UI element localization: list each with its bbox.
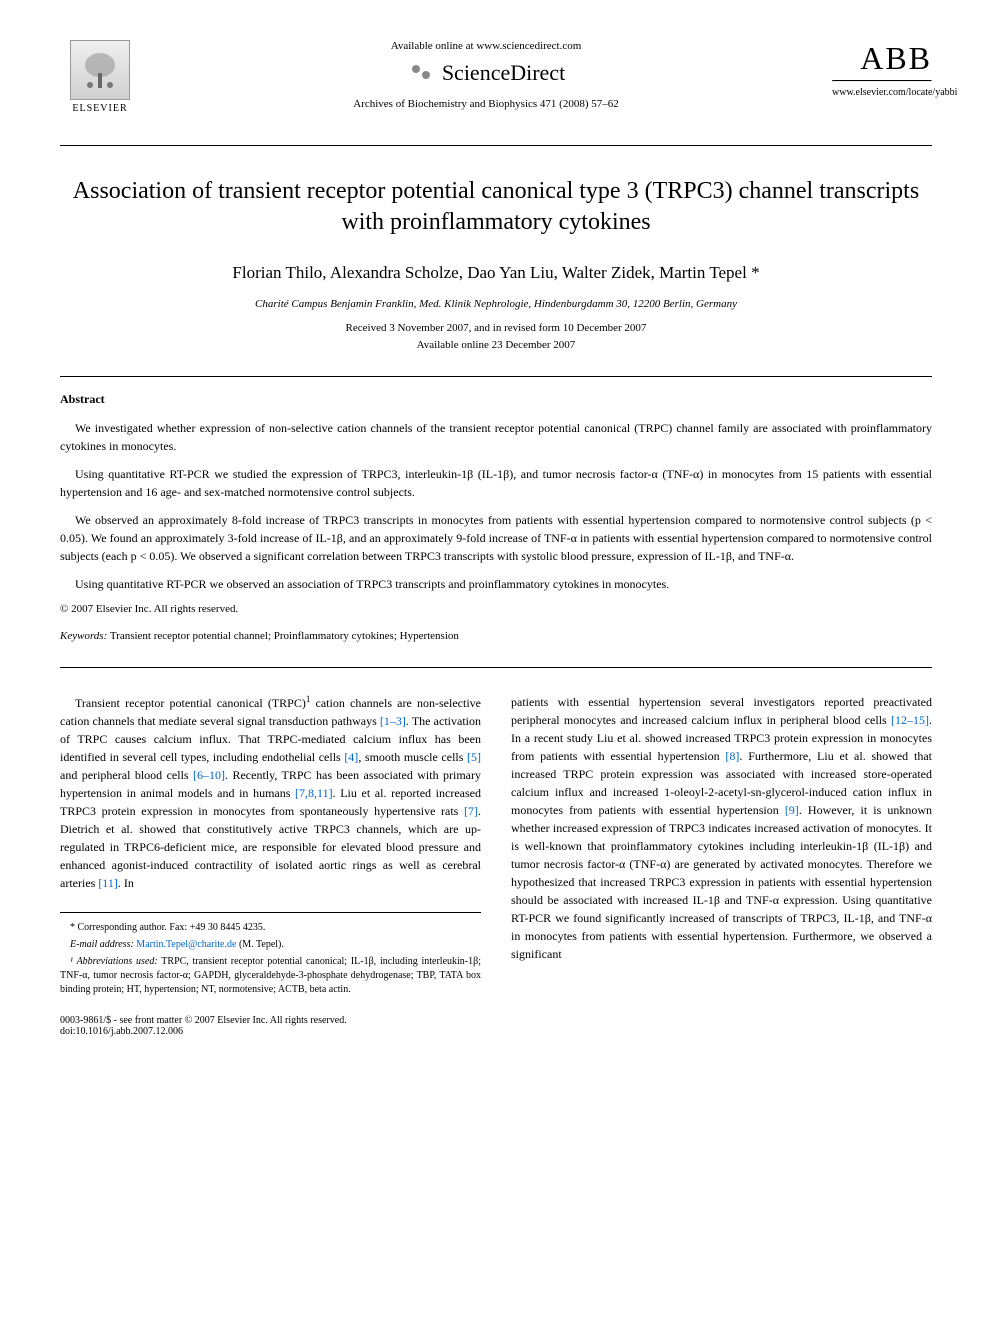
affiliation: Charité Campus Benjamin Franklin, Med. K… — [60, 298, 932, 310]
ref-link[interactable]: [4] — [344, 750, 358, 764]
footer-left: 0003-9861/$ - see front matter © 2007 El… — [60, 1015, 347, 1037]
footnote-email: E-mail address: Martin.Tepel@charite.de … — [60, 938, 481, 952]
sciencedirect-logo: ScienceDirect — [160, 60, 812, 86]
available-online-text: Available online at www.sciencedirect.co… — [160, 40, 812, 52]
ref-link[interactable]: [5] — [467, 750, 481, 764]
email-address[interactable]: Martin.Tepel@charite.de — [136, 939, 236, 950]
received-date: Received 3 November 2007, and in revised… — [60, 322, 932, 334]
footnote-abbreviations: ¹ Abbreviations used: TRPC, transient re… — [60, 955, 481, 997]
ref-link[interactable]: [12–15] — [891, 713, 929, 727]
abstract-divider-top — [60, 376, 932, 377]
column-left: Transient receptor potential canonical (… — [60, 693, 481, 1000]
article-title: Association of transient receptor potent… — [60, 176, 932, 238]
abstract-copyright: © 2007 Elsevier Inc. All rights reserved… — [60, 603, 932, 615]
abbrev-label: ¹ Abbreviations used: — [70, 956, 158, 967]
abb-logo: ABB www.elsevier.com/locate/yabbi — [832, 40, 932, 98]
body-columns: Transient receptor potential canonical (… — [60, 693, 932, 1000]
ref-link[interactable]: [8] — [725, 749, 739, 763]
abstract-para-4: Using quantitative RT-PCR we observed an… — [60, 575, 932, 593]
abstract-para-1: We investigated whether expression of no… — [60, 419, 932, 455]
abstract-heading: Abstract — [60, 392, 932, 407]
available-date: Available online 23 December 2007 — [60, 339, 932, 351]
abstract-para-3: We observed an approximately 8-fold incr… — [60, 511, 932, 565]
abstract-para-2: Using quantitative RT-PCR we studied the… — [60, 465, 932, 501]
footnotes: * Corresponding author. Fax: +49 30 8445… — [60, 912, 481, 997]
elsevier-label: ELSEVIER — [72, 103, 127, 114]
elsevier-tree-icon — [70, 40, 130, 100]
email-author: (M. Tepel). — [239, 939, 284, 950]
ref-link[interactable]: [11] — [98, 876, 118, 890]
header-divider — [60, 145, 932, 146]
footer-doi: doi:10.1016/j.abb.2007.12.006 — [60, 1026, 347, 1037]
authors-list: Florian Thilo, Alexandra Scholze, Dao Ya… — [60, 263, 932, 283]
footer-issn: 0003-9861/$ - see front matter © 2007 El… — [60, 1015, 347, 1026]
footnote-corresponding: * Corresponding author. Fax: +49 30 8445… — [60, 921, 481, 935]
sciencedirect-label: ScienceDirect — [442, 60, 565, 86]
center-header: Available online at www.sciencedirect.co… — [140, 40, 832, 110]
ref-link[interactable]: [6–10] — [193, 768, 225, 782]
body-para-right: patients with essential hypertension sev… — [511, 693, 932, 963]
abstract-divider-bottom — [60, 667, 932, 668]
email-label: E-mail address: — [70, 939, 134, 950]
elsevier-logo: ELSEVIER — [60, 40, 140, 130]
journal-reference: Archives of Biochemistry and Biophysics … — [160, 98, 812, 110]
ref-link[interactable]: [7,8,11] — [295, 786, 333, 800]
ref-link[interactable]: [9] — [785, 803, 799, 817]
header-row: ELSEVIER Available online at www.science… — [60, 40, 932, 130]
abb-label: ABB — [832, 40, 932, 77]
keywords-text: Transient receptor potential channel; Pr… — [110, 630, 459, 642]
ref-link[interactable]: [7] — [464, 804, 478, 818]
journal-url[interactable]: www.elsevier.com/locate/yabbi — [832, 87, 932, 98]
keywords-row: Keywords: Transient receptor potential c… — [60, 630, 932, 642]
footer-row: 0003-9861/$ - see front matter © 2007 El… — [60, 1015, 932, 1037]
keywords-label: Keywords: — [60, 630, 107, 642]
ref-link[interactable]: [1–3] — [380, 714, 406, 728]
body-para-left: Transient receptor potential canonical (… — [60, 693, 481, 892]
column-right: patients with essential hypertension sev… — [511, 693, 932, 1000]
sciencedirect-icon — [407, 63, 437, 83]
